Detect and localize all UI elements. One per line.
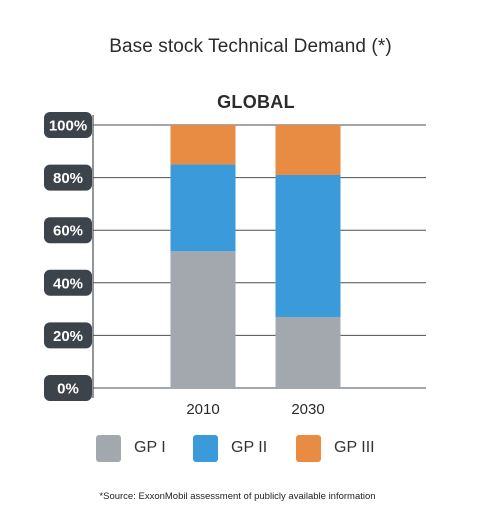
legend-swatch-gp1 xyxy=(96,434,121,462)
legend-label-gp2: GP II xyxy=(231,439,268,456)
bar-segment xyxy=(170,164,236,252)
bar-segment xyxy=(170,251,236,388)
x-tick-label: 2030 xyxy=(291,401,324,418)
legend-item-gp2: GP II xyxy=(193,434,267,462)
y-tick-badge xyxy=(44,217,92,244)
legend-item-gp1: GP I xyxy=(96,434,166,462)
bar-segment xyxy=(275,174,341,317)
legend-label-gp3: GP III xyxy=(334,439,375,456)
y-tick-badge xyxy=(44,322,92,349)
bar-segment xyxy=(170,125,236,165)
x-tick-label: 2010 xyxy=(186,401,219,418)
legend-label-gp1: GP I xyxy=(134,439,166,456)
y-tick-badge xyxy=(44,112,92,138)
y-tick-badge xyxy=(44,375,92,401)
source-footnote: *Source: ExxonMobil assessment of public… xyxy=(99,491,376,502)
legend-swatch-gp3 xyxy=(296,434,321,462)
legend-swatch-gp2 xyxy=(193,434,218,462)
chart-subtitle: GLOBAL xyxy=(217,92,295,112)
legend-item-gp3: GP III xyxy=(296,434,375,462)
bar-segment xyxy=(275,316,341,388)
chart-title: Base stock Technical Demand (*) xyxy=(109,36,392,57)
y-tick-label: 0% xyxy=(57,381,79,398)
y-tick-badge xyxy=(44,269,92,296)
y-tick-label: 20% xyxy=(53,328,83,345)
y-tick-label: 80% xyxy=(53,170,83,187)
y-tick-label: 100% xyxy=(49,118,87,135)
y-tick-label: 40% xyxy=(53,275,83,292)
y-tick-label: 60% xyxy=(53,223,83,240)
y-tick-badge xyxy=(44,164,92,191)
bar-segment xyxy=(275,125,341,175)
